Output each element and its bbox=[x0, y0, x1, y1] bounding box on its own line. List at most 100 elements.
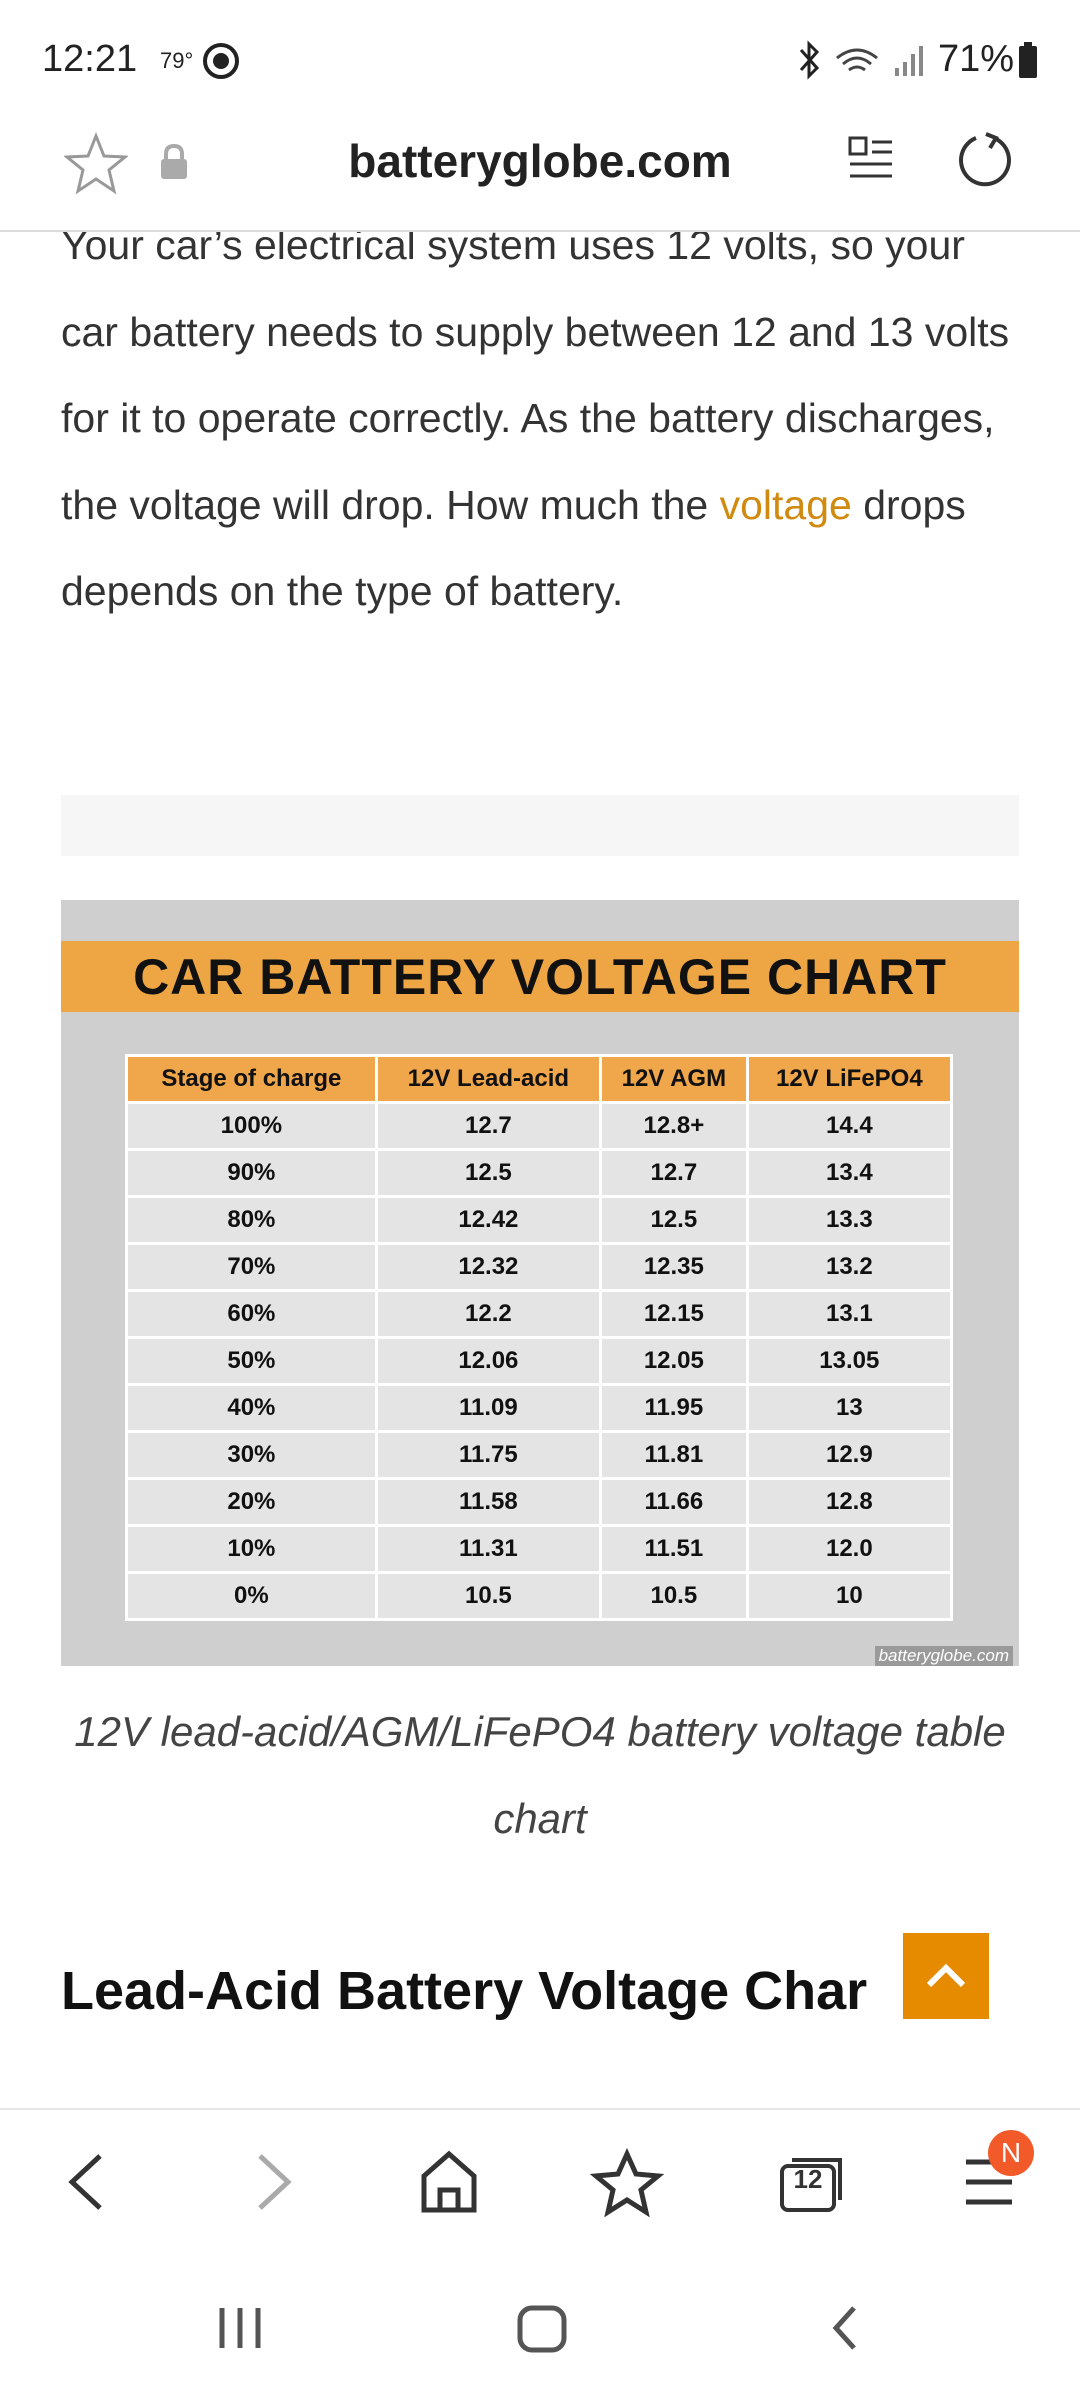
table-cell: 11.09 bbox=[374, 1383, 603, 1433]
table-cell: 0% bbox=[125, 1571, 378, 1621]
table-row: 0% 10.5 10.5 10 bbox=[125, 1571, 954, 1621]
tabs-outline bbox=[792, 2158, 842, 2200]
table-cell: 12.15 bbox=[599, 1289, 749, 1339]
table-cell: 12.9 bbox=[745, 1430, 954, 1480]
table-cell: 60% bbox=[125, 1289, 378, 1339]
table-cell: 13.3 bbox=[745, 1195, 954, 1245]
tabs-button[interactable] bbox=[780, 2164, 836, 2212]
temperature: 79° bbox=[160, 48, 194, 73]
table-cell: 13.1 bbox=[745, 1289, 954, 1339]
forward-button[interactable] bbox=[258, 2154, 292, 2210]
table-row: 50% 12.06 12.05 13.05 bbox=[125, 1336, 954, 1386]
system-recents[interactable] bbox=[219, 2308, 261, 2348]
lock-icon bbox=[161, 143, 187, 179]
column-header: 12V Lead-acid bbox=[374, 1054, 603, 1104]
table-cell: 12.32 bbox=[374, 1242, 603, 1292]
table-header: Stage of charge 12V Lead-acid 12V AGM 12V L… bbox=[125, 1054, 954, 1104]
table-cell: 12.06 bbox=[374, 1336, 603, 1386]
table-cell: 30% bbox=[125, 1430, 378, 1480]
system-home[interactable] bbox=[517, 2305, 567, 2353]
table-cell: 12.5 bbox=[374, 1148, 603, 1198]
table-cell: 13.05 bbox=[745, 1336, 954, 1386]
table-cell: 40% bbox=[125, 1383, 378, 1433]
tab-count: 12 bbox=[793, 2164, 823, 2194]
table-row: 40% 11.09 11.95 13 bbox=[125, 1383, 954, 1433]
table-row: 100% 12.7 12.8+ 14.4 bbox=[125, 1101, 954, 1151]
image-title: CAR BATTERY VOLTAGE CHART bbox=[61, 941, 1019, 1012]
battery-icon bbox=[1019, 42, 1037, 78]
table-cell: 14.4 bbox=[745, 1101, 954, 1151]
table-body: 100% 12.7 12.8+ 14.4 90% 12.5 12.7 13.4 80% 12.42… bbox=[125, 1101, 954, 1621]
reload-icon[interactable] bbox=[954, 130, 1014, 190]
table-cell: 12.0 bbox=[745, 1524, 954, 1574]
table-cell: 10 bbox=[745, 1571, 954, 1621]
table-cell: 12.42 bbox=[374, 1195, 603, 1245]
battery-level: 71% bbox=[938, 38, 1015, 80]
table-cell: 10.5 bbox=[599, 1571, 749, 1621]
column-header: 12V LiFePO4 bbox=[745, 1054, 954, 1104]
system-back[interactable] bbox=[832, 2306, 856, 2350]
table-cell: 100% bbox=[125, 1101, 378, 1151]
status-bar: 12:21 79° 71% bbox=[0, 0, 1080, 120]
table-cell: 11.66 bbox=[599, 1477, 749, 1527]
table-cell: 11.31 bbox=[374, 1524, 603, 1574]
voltage-table: Stage of charge 12V Lead-acid 12V AGM 12V L… bbox=[125, 1054, 954, 1621]
bottom-navigation bbox=[0, 2108, 1080, 2402]
paragraph-text: drops depends on the type of battery. bbox=[61, 481, 966, 615]
table-row: 80% 12.42 12.5 13.3 bbox=[125, 1195, 954, 1245]
table-row: 90% 12.5 12.7 13.4 bbox=[125, 1148, 954, 1198]
table-cell: 20% bbox=[125, 1477, 378, 1527]
table-cell: 13 bbox=[745, 1383, 954, 1433]
voltage-link[interactable]: voltage bbox=[719, 481, 852, 528]
scroll-to-top[interactable] bbox=[903, 1933, 989, 2019]
clock: 12:21 bbox=[42, 38, 138, 80]
table-cell: 11.51 bbox=[599, 1524, 749, 1574]
table-row: 60% 12.2 12.15 13.1 bbox=[125, 1289, 954, 1339]
signal-icons bbox=[799, 40, 923, 80]
record-icon bbox=[203, 43, 239, 79]
url[interactable]: batteryglobe.com bbox=[348, 135, 732, 187]
table-row: 30% 11.75 11.81 12.9 bbox=[125, 1430, 954, 1480]
table-cell: 50% bbox=[125, 1336, 378, 1386]
table-cell: 10.5 bbox=[374, 1571, 603, 1621]
paragraph: Your car’s electrical system uses 12 vol… bbox=[61, 202, 1021, 635]
table-row: 70% 12.32 12.35 13.2 bbox=[125, 1242, 954, 1292]
section-heading: Lead-Acid Battery Voltage Char bbox=[61, 1961, 868, 2021]
column-header: 12V AGM bbox=[599, 1054, 749, 1104]
table-cell: 12.8 bbox=[745, 1477, 954, 1527]
ad-placeholder bbox=[61, 795, 1019, 856]
table-cell: 13.2 bbox=[745, 1242, 954, 1292]
table-cell: 12.7 bbox=[599, 1148, 749, 1198]
table-cell: 90% bbox=[125, 1148, 378, 1198]
table-cell: 11.58 bbox=[374, 1477, 603, 1527]
back-button[interactable] bbox=[68, 2154, 102, 2210]
nav-icons bbox=[68, 2147, 1012, 2353]
table-row: 10% 11.31 11.51 12.0 bbox=[125, 1524, 954, 1574]
table-cell: 12.2 bbox=[374, 1289, 603, 1339]
bookmarks-button[interactable] bbox=[589, 2147, 665, 2218]
menu-badge: N bbox=[988, 2130, 1034, 2176]
bookmark-star[interactable] bbox=[64, 132, 128, 196]
table-row: 20% 11.58 11.66 12.8 bbox=[125, 1477, 954, 1527]
table-cell: 70% bbox=[125, 1242, 378, 1292]
table-cell: 12.8+ bbox=[599, 1101, 749, 1151]
table-cell: 13.4 bbox=[745, 1148, 954, 1198]
table-cell: 80% bbox=[125, 1195, 378, 1245]
chart-image: CAR BATTERY VOLTAGE CHART Stage of charg… bbox=[61, 900, 1019, 1666]
up-arrow-icon bbox=[926, 1963, 966, 1988]
home-button[interactable] bbox=[421, 2150, 477, 2213]
page-content: Your car’s electrical system uses 12 vol… bbox=[61, 202, 1021, 2021]
table-cell: 10% bbox=[125, 1524, 378, 1574]
watermark: batteryglobe.com bbox=[874, 1646, 1013, 1666]
table-cell: 12.05 bbox=[599, 1336, 749, 1386]
table-cell: 12.35 bbox=[599, 1242, 749, 1292]
table-cell: 12.5 bbox=[599, 1195, 749, 1245]
address-bar: batteryglobe.com bbox=[0, 120, 1080, 232]
table-cell: 11.95 bbox=[599, 1383, 749, 1433]
table-cell: 11.75 bbox=[374, 1430, 603, 1480]
table-cell: 11.81 bbox=[599, 1430, 749, 1480]
figure-caption: 12V lead-acid/AGM/LiFePO4 battery voltag… bbox=[74, 1708, 1006, 1842]
reader-icon[interactable] bbox=[846, 132, 896, 192]
table-cell: 12.7 bbox=[374, 1101, 603, 1151]
